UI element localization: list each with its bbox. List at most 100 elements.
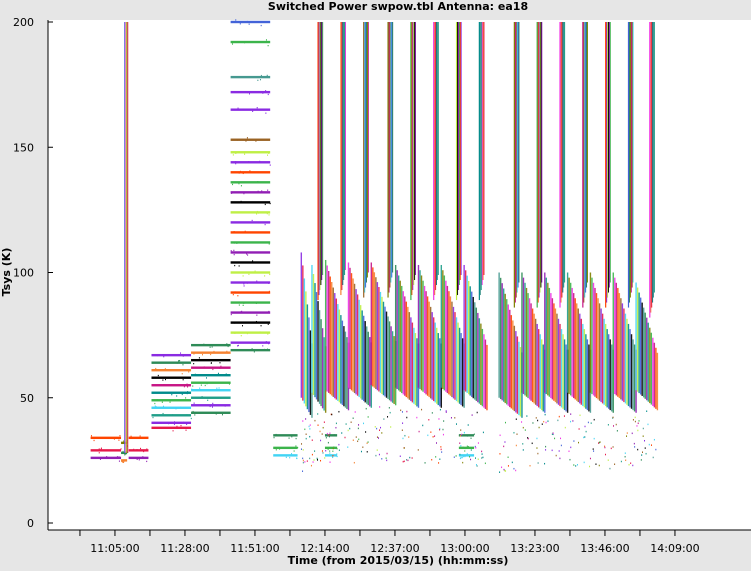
data-strip	[615, 282, 618, 396]
data-point	[637, 448, 639, 451]
data-point	[459, 457, 461, 460]
data-point	[207, 399, 209, 401]
data-point	[476, 411, 478, 414]
data-strip	[524, 282, 526, 396]
data-point	[209, 405, 211, 408]
data-point	[305, 418, 307, 420]
data-strip	[323, 337, 325, 411]
data-point	[246, 253, 248, 255]
data-strip	[655, 347, 657, 409]
data-point	[123, 460, 125, 463]
data-point	[634, 446, 636, 448]
data-level	[230, 20, 271, 24]
data-point	[264, 348, 266, 351]
data-point	[268, 214, 270, 216]
data-tail	[518, 22, 520, 283]
data-strip	[356, 294, 359, 396]
data-tail	[583, 22, 585, 303]
data-point	[99, 458, 101, 460]
data-point	[235, 19, 237, 21]
data-strip	[477, 312, 479, 403]
data-point	[157, 374, 159, 377]
data-point	[400, 409, 402, 412]
data-point	[240, 311, 242, 313]
data-level	[191, 343, 231, 347]
data-point	[536, 447, 538, 449]
data-point	[311, 439, 313, 441]
data-tail	[457, 22, 459, 291]
data-point	[406, 416, 408, 419]
data-strip	[445, 280, 447, 392]
data-point	[302, 449, 304, 451]
data-streak	[124, 22, 126, 453]
data-point	[268, 290, 270, 293]
data-strip	[440, 264, 443, 388]
data-tail	[650, 22, 652, 313]
data-point	[612, 446, 614, 448]
data-point	[402, 437, 404, 440]
data-strip	[437, 333, 439, 406]
data-level	[324, 454, 338, 457]
data-strip	[361, 310, 363, 400]
data-point	[569, 458, 571, 461]
data-strip	[458, 327, 461, 404]
data-point	[253, 171, 255, 174]
data-tail	[516, 22, 518, 293]
data-strip	[600, 308, 602, 403]
x-tick-label: 13:00:00	[440, 542, 489, 555]
data-point	[385, 457, 387, 459]
data-point	[269, 221, 271, 223]
data-strip	[499, 277, 502, 400]
data-point	[215, 389, 217, 391]
data-point	[529, 464, 531, 467]
data-point	[201, 396, 203, 398]
data-strip	[452, 306, 455, 399]
data-point	[527, 437, 529, 440]
data-point	[225, 373, 227, 375]
data-point	[598, 464, 600, 467]
data-tail	[341, 22, 343, 291]
data-point	[238, 172, 240, 174]
data-strip	[647, 322, 649, 402]
data-point	[243, 192, 245, 195]
data-point	[381, 458, 383, 460]
data-tail	[391, 22, 393, 278]
data-point	[377, 437, 379, 439]
data-strip	[417, 264, 420, 388]
data-point	[329, 432, 331, 434]
data-point	[408, 436, 410, 438]
data-point	[247, 291, 249, 294]
data-strip	[312, 274, 315, 395]
data-point	[183, 386, 185, 388]
data-strip	[393, 336, 395, 405]
data-point	[332, 454, 334, 457]
data-point	[642, 427, 644, 430]
data-tail	[560, 22, 562, 303]
data-point	[257, 212, 259, 214]
data-point	[210, 362, 212, 364]
data-tail	[391, 22, 394, 273]
data-level	[191, 389, 231, 392]
data-point	[333, 446, 335, 448]
data-strip	[443, 275, 446, 391]
data-strip	[381, 296, 383, 394]
data-point	[646, 410, 648, 412]
data-strip	[518, 341, 520, 416]
data-point	[130, 435, 132, 437]
data-point	[440, 446, 442, 448]
data-strip	[394, 264, 397, 388]
data-block	[128, 435, 149, 463]
data-point	[573, 464, 575, 466]
data-point	[531, 442, 533, 445]
data-point	[552, 433, 554, 436]
data-point	[243, 285, 245, 287]
data-point	[638, 420, 640, 422]
data-strip	[601, 313, 604, 404]
data-strip	[507, 304, 509, 406]
data-point	[219, 362, 221, 364]
data-tail	[321, 22, 324, 276]
data-level	[90, 456, 122, 460]
data-point	[504, 469, 506, 472]
data-point	[578, 428, 580, 430]
data-strip	[398, 275, 400, 391]
